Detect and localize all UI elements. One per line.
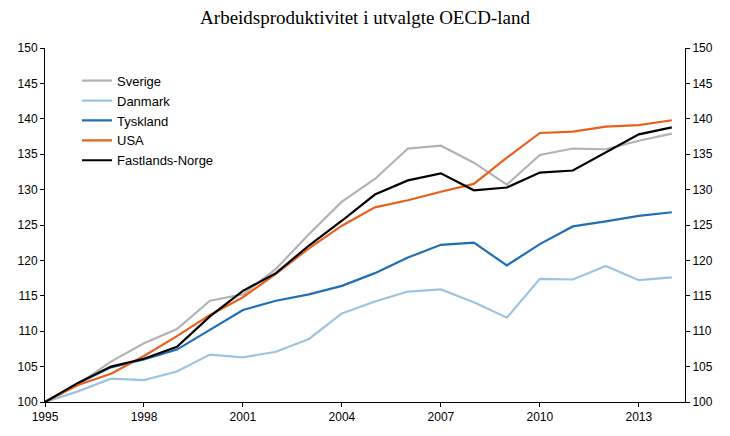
svg-text:1995: 1995 <box>32 410 59 424</box>
svg-text:2001: 2001 <box>230 410 257 424</box>
svg-text:140: 140 <box>692 112 712 126</box>
svg-text:1998: 1998 <box>131 410 158 424</box>
svg-text:120: 120 <box>18 254 38 268</box>
svg-text:135: 135 <box>692 147 712 161</box>
svg-text:145: 145 <box>692 77 712 91</box>
svg-text:145: 145 <box>18 77 38 91</box>
svg-text:Sverige: Sverige <box>117 74 161 89</box>
svg-text:105: 105 <box>692 360 712 374</box>
svg-text:120: 120 <box>692 254 712 268</box>
svg-text:125: 125 <box>18 218 38 232</box>
svg-text:2007: 2007 <box>428 410 455 424</box>
svg-text:Danmark: Danmark <box>117 94 170 109</box>
svg-text:Fastlands-Norge: Fastlands-Norge <box>117 153 213 168</box>
svg-text:115: 115 <box>692 289 711 303</box>
svg-text:Arbeidsproduktivitet i utvalgt: Arbeidsproduktivitet i utvalgte OECD-lan… <box>200 7 530 28</box>
svg-text:100: 100 <box>692 395 712 409</box>
svg-text:130: 130 <box>692 183 712 197</box>
svg-text:125: 125 <box>692 218 712 232</box>
svg-text:135: 135 <box>18 147 38 161</box>
svg-text:140: 140 <box>18 112 38 126</box>
svg-text:Tyskland: Tyskland <box>117 114 168 129</box>
svg-text:115: 115 <box>18 289 37 303</box>
svg-text:150: 150 <box>692 41 712 55</box>
svg-text:100: 100 <box>18 395 38 409</box>
svg-text:2013: 2013 <box>625 410 652 424</box>
svg-text:110: 110 <box>18 324 37 338</box>
svg-text:150: 150 <box>18 41 38 55</box>
svg-text:2010: 2010 <box>526 410 553 424</box>
svg-text:130: 130 <box>18 183 38 197</box>
svg-text:2004: 2004 <box>329 410 356 424</box>
svg-text:USA: USA <box>117 133 144 148</box>
svg-text:105: 105 <box>18 360 38 374</box>
svg-text:110: 110 <box>692 324 711 338</box>
